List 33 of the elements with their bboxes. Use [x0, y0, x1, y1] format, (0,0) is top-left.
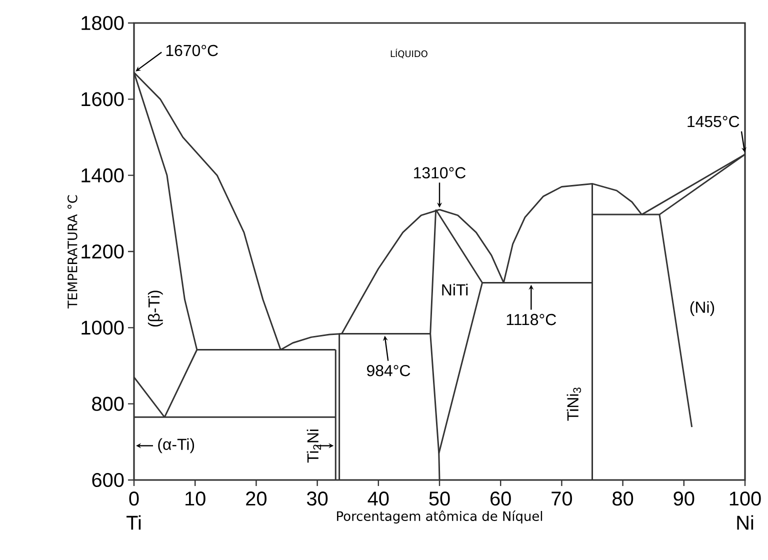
text: Ni	[737, 515, 754, 530]
text: Ti	[126, 515, 141, 530]
x-tick-label: 10	[186, 492, 206, 506]
y-tick-label: 1400	[82, 168, 124, 182]
annotation: (α-Ti)	[158, 438, 194, 454]
x-tick-label: 0	[129, 492, 139, 506]
x-tick-label: 90	[674, 492, 694, 506]
annotation: (β-Ti)	[148, 290, 163, 327]
y-tick-label: 1000	[82, 320, 124, 335]
x-tick-label: 60	[490, 492, 511, 506]
x-tick-label: 30	[306, 492, 328, 506]
y-tick-label: 600	[92, 472, 124, 488]
x-tick-label: 80	[612, 492, 634, 506]
y-tick-label: 1600	[82, 92, 124, 106]
annotation: 984°C	[367, 364, 410, 376]
y-axis-title: TEMPERATURA °C	[68, 195, 78, 309]
annotation: 1455°C	[688, 116, 740, 128]
annotation: 1310°C	[414, 167, 466, 178]
y-tick-label: 1200	[82, 244, 124, 259]
annotation: 1670°C	[166, 44, 218, 56]
x-tick-label: 100	[730, 492, 761, 506]
y-tick-label: 800	[92, 396, 124, 411]
x-tick-label: 70	[552, 492, 572, 506]
x-axis-title: Porcentagem atômica de Níquel	[337, 510, 542, 524]
annotation: LÍQUIDO	[390, 48, 428, 58]
y-tick-label: 1800	[82, 16, 124, 30]
annotation: (Ni)	[690, 301, 714, 316]
x-tick-label: 50	[429, 492, 450, 506]
annotation: 1118°C	[506, 314, 556, 326]
annotation: TiNi$_{3}$	[566, 388, 582, 421]
x-tick-label: 20	[246, 492, 266, 506]
annotation: NiTi	[442, 284, 468, 296]
x-tick-label: 40	[368, 492, 389, 506]
